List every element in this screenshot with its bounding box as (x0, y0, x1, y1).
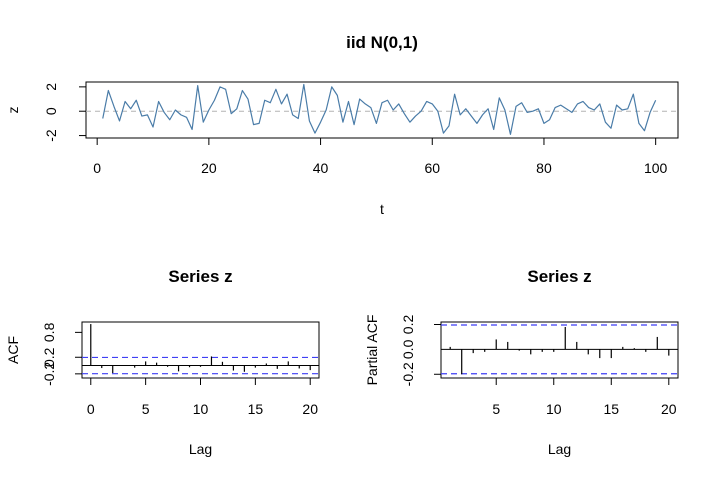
chart-title: iid N(0,1) (346, 33, 418, 52)
plot-frame (81, 321, 320, 379)
x-tick-label: 60 (424, 160, 440, 176)
x-axis-label: Lag (548, 441, 571, 457)
x-axis-label: t (380, 201, 384, 217)
y-tick-label: 0.2 (41, 347, 57, 367)
y-tick-label: -0.2 (400, 362, 416, 386)
y-tick-label: -0.2 (41, 362, 57, 386)
y-tick-label: -2 (43, 129, 59, 142)
x-tick-label: 20 (661, 401, 677, 417)
chart-title: Series z (527, 267, 591, 286)
time-series-panel: iid N(0,1) 0 20 40 60 80 100 -2 0 2 t z (5, 33, 679, 217)
y-tick-label: 0.2 (400, 315, 416, 335)
x-tick-label: 80 (536, 160, 552, 176)
chart-title: Series z (168, 267, 232, 286)
y-tick-label: 0.8 (41, 322, 57, 342)
x-tick-label: 5 (142, 401, 150, 417)
y-axis-label: Partial ACF (364, 315, 380, 386)
x-tick-label: 0 (87, 401, 95, 417)
x-tick-label: 0 (93, 160, 101, 176)
x-tick-label: 20 (302, 401, 318, 417)
x-tick-label: 15 (603, 401, 619, 417)
x-tick-label: 10 (546, 401, 562, 417)
y-axis-label: z (5, 107, 21, 114)
acf-panel: Series z 0 5 10 15 20 -0.20.2 0.8 Lag ACF (5, 267, 320, 457)
x-tick-label: 20 (201, 160, 217, 176)
y-tick-label: 2 (43, 83, 59, 91)
x-tick-label: 10 (193, 401, 209, 417)
y-axis-label: ACF (5, 336, 21, 364)
plot-frame (440, 321, 679, 379)
pacf-panel: Series z 5 10 15 20 -0.2 0.2 0.0 Lag Partial ACF (364, 267, 679, 457)
x-tick-label: 15 (248, 401, 264, 417)
plot-frame (85, 81, 679, 139)
x-tick-label: 5 (492, 401, 500, 417)
x-axis-label: Lag (189, 441, 212, 457)
x-tick-label: 100 (644, 160, 668, 176)
y-tick-label: 0 (43, 107, 59, 115)
y-tick-label: 0.0 (400, 339, 416, 359)
series-line (102, 83, 657, 135)
x-tick-label: 40 (313, 160, 329, 176)
